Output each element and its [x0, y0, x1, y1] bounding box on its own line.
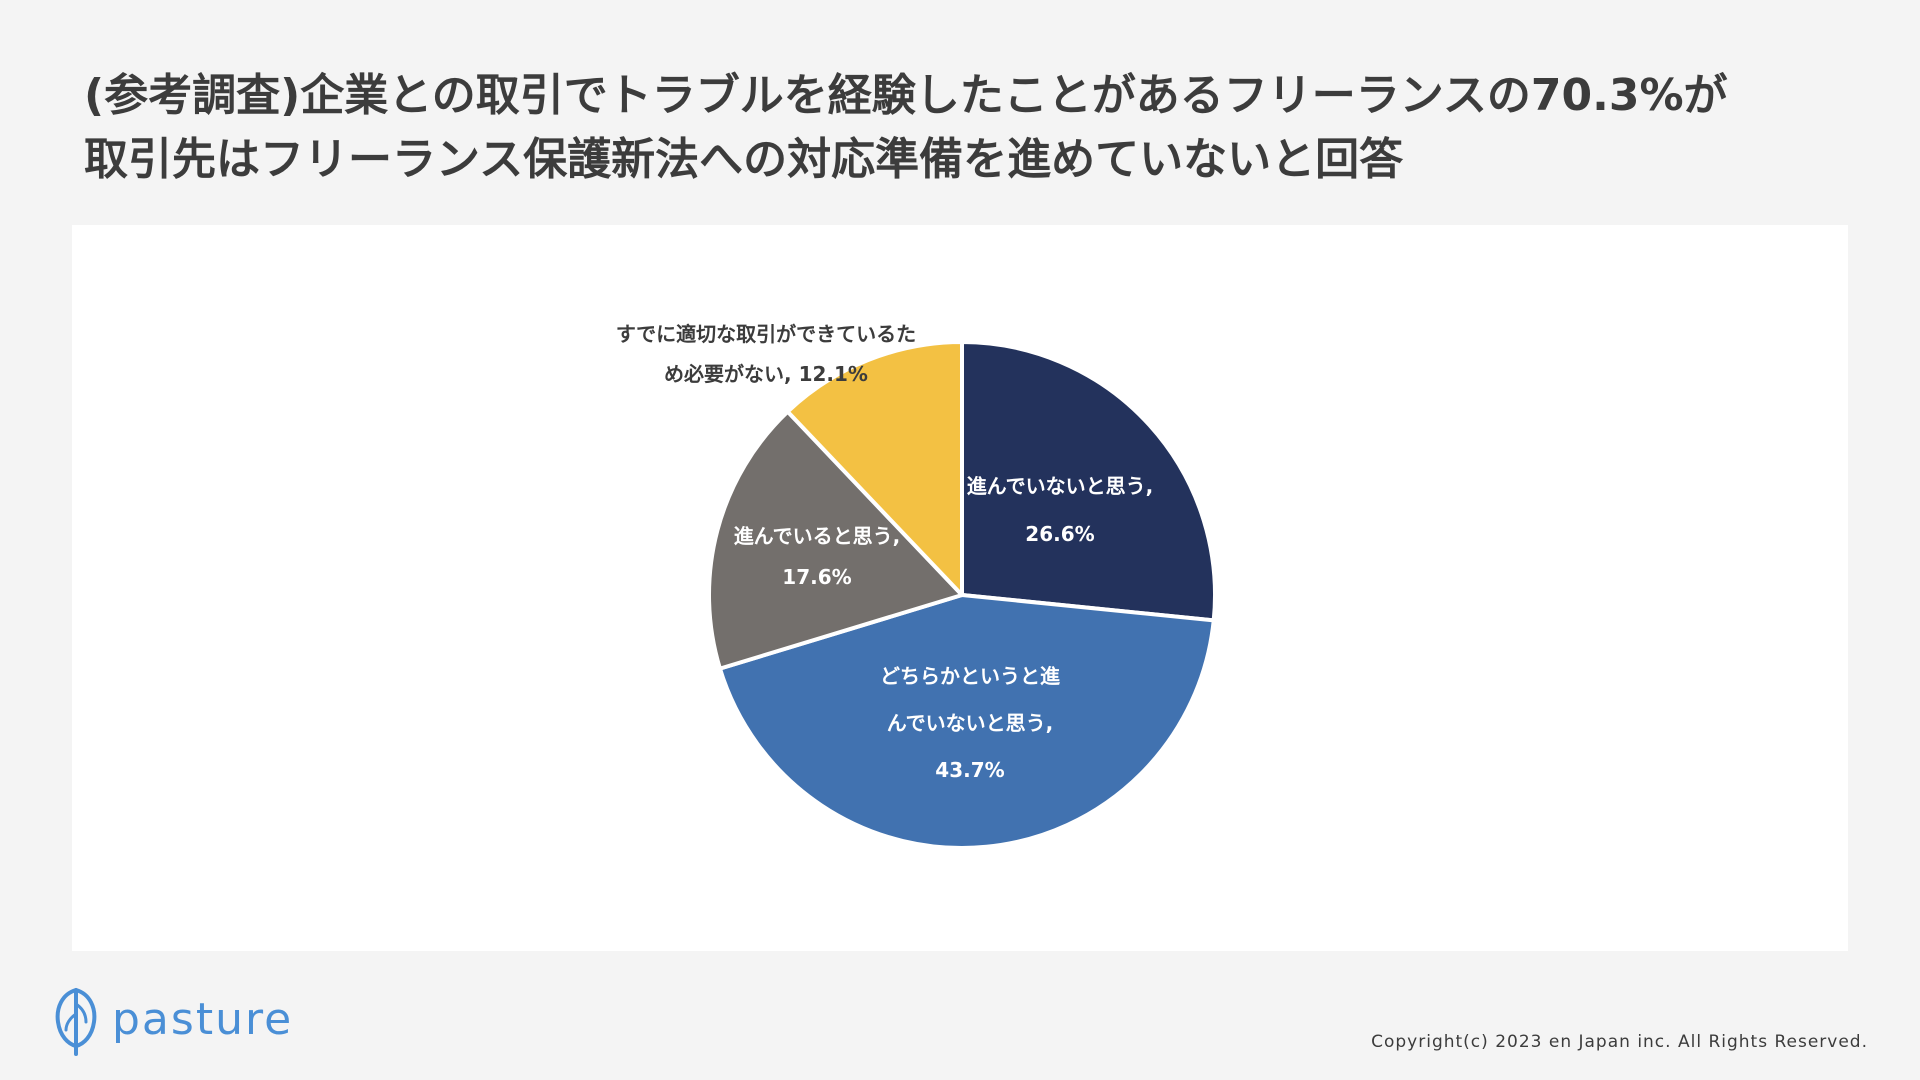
- pie-label-line: んでいないと思う,: [887, 711, 1054, 735]
- pie-label-line: 17.6%: [782, 565, 851, 589]
- pie-chart: 進んでいないと思う, 26.6% どちらかというと進んでいないと思う, 43.7% 進ん…: [616, 322, 1217, 850]
- pie-label-2: どちらかというと進んでいないと思う, 43.7%: [880, 664, 1060, 782]
- pie-label-3: 進んでいると思う, 17.6%: [734, 524, 901, 589]
- pie-slice-3: [707, 409, 964, 671]
- title-line-2: 取引先はフリーランス保護新法への対応準備を進めていないと回答: [84, 134, 1404, 185]
- pie-slice-4: [785, 340, 964, 597]
- brand-name: pasture: [112, 994, 294, 1045]
- page-title: (参考調査)企業との取引でトラブルを経験したことがあるフリーランスの70.3%が…: [84, 64, 1864, 192]
- pie-label-line: どちらかというと進: [880, 664, 1060, 688]
- pie-label-line: め必要がない, 12.1%: [664, 362, 868, 386]
- chart-card: 進んでいないと思う, 26.6% どちらかというと進んでいないと思う, 43.7% 進ん…: [72, 225, 1848, 951]
- pie-label-line: すでに適切な取引ができているた: [616, 322, 916, 346]
- title-line-1: (参考調査)企業との取引でトラブルを経験したことがあるフリーランスの70.3%が: [84, 70, 1728, 121]
- pie-label-line: 43.7%: [935, 758, 1004, 782]
- leaf-icon: [55, 987, 97, 1056]
- pie-label-1: 進んでいないと思う, 26.6%: [967, 474, 1154, 546]
- copyright-text: Copyright(c) 2023 en Japan inc. All Righ…: [1371, 1032, 1868, 1052]
- pie-slice-1: [960, 340, 1217, 623]
- pie-label-4: すでに適切な取引ができているため必要がない, 12.1%: [616, 322, 916, 386]
- pasture-logo: pasture: [52, 984, 293, 1056]
- pie-slice-2: [717, 593, 1216, 850]
- pie-label-line: 進んでいると思う,: [734, 524, 901, 548]
- pie-label-line: 26.6%: [1025, 522, 1094, 546]
- pie-label-line: 進んでいないと思う,: [967, 474, 1154, 498]
